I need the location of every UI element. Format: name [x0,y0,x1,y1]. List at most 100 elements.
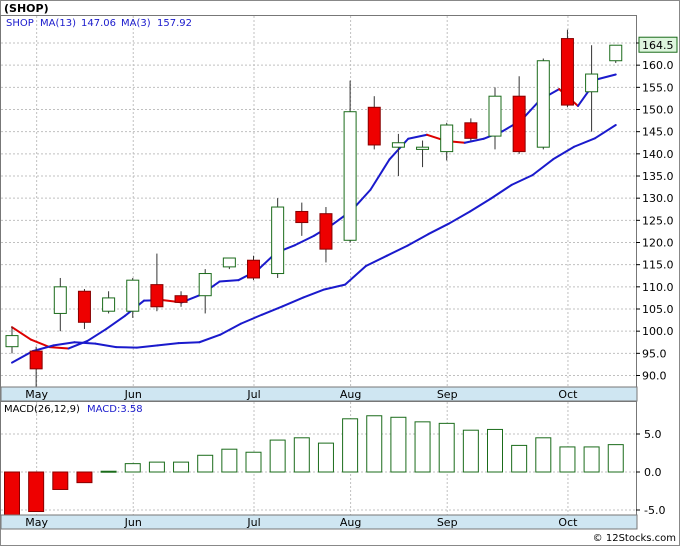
candle-up [536,58,550,150]
macd-bar-positive [559,446,576,473]
candle-up [126,277,140,318]
legend-ma-short-label: MA(3) [121,18,151,29]
macd-bar-positive [342,418,359,473]
ma-long-segment [219,322,243,336]
macd-legend-label: MACD(26,12,9) [4,404,80,415]
ma-long-segment [156,342,180,347]
ma-long-segment [323,283,347,291]
candle-body [367,106,381,146]
candle-down [464,118,478,141]
ma-long-segment [73,341,97,345]
price-tick-label: 90.0 [642,370,667,383]
candle-body [609,44,623,62]
macd-bar-positive [221,448,238,473]
candle-body [464,122,478,139]
candle-body [440,124,454,153]
symbol-box [1,1,51,15]
macd-bar-positive [245,451,262,473]
macd-bar-positive [366,415,383,473]
watermark: © 12Stocks.com [593,533,676,544]
month-label: Oct [558,388,578,401]
candle-body [198,273,212,297]
candle-body [391,142,405,148]
candle-body [150,284,164,308]
price-x-axis-labels: May Jun Jul Aug Sep Oct [25,388,578,401]
ma-long-segment [240,313,263,325]
macd-bar-positive [583,446,600,473]
macd-month-label: Oct [558,516,578,529]
macd-x-axis-band [0,514,638,530]
ma-long-segment [552,145,576,161]
month-label: Jul [246,388,260,401]
candle-up [440,122,454,161]
ma-short-segment [86,327,108,342]
last-price-box [638,36,678,53]
candle-down [367,96,381,150]
macd-bar-positive [535,437,552,473]
candle-up [585,45,599,132]
ma-short-segment [369,158,391,191]
ma-long-segment [469,197,492,213]
candle-up [5,326,19,354]
legend-ma-short-value: 157.92 [157,18,192,29]
macd-month-label: Jul [246,516,260,529]
macd-bar-negative [4,471,20,517]
candle-up [609,44,623,63]
ma-short-segment [463,137,485,144]
chart-header: (SHOP) SHOP MA(13) 147.06 MA(3) 157.92 [1,1,192,29]
legend-ma-long-value: 147.06 [81,18,116,29]
price-tick-label: 105.0 [642,303,674,316]
ma-long-segment [135,344,159,349]
candle-up [488,87,502,150]
ma-long-segment [531,158,555,177]
candle-up [271,198,285,278]
candle-body [174,295,188,303]
month-label: May [25,388,48,401]
macd-bar-positive [197,454,214,473]
candle-body [319,213,333,250]
ma-long-segment [177,341,201,345]
candle-down [560,29,574,108]
ma-long-segment [448,210,472,225]
price-tick-label: 155.0 [642,81,674,94]
price-tick-label: 130.0 [642,192,674,205]
candle-down [77,289,91,329]
macd-month-label: Jun [124,516,142,529]
candle-body [126,279,140,312]
month-label: Jun [124,388,142,401]
candle-body [5,335,19,348]
macd-bar-negative [52,471,69,490]
candle-body [295,210,309,224]
candle-down [295,202,309,236]
candle-up [343,80,357,243]
legend-ma-long-label: MA(13) [40,18,76,29]
ma-long-segment [385,244,409,257]
candle-down [29,346,43,387]
ma-long-segment [406,233,430,247]
macd-legend-value: MACD:3.58 [87,404,143,415]
candle-body [271,206,285,275]
macd-bar-positive [438,422,455,473]
macd-bar-positive [607,444,624,473]
candle-down [512,76,526,154]
ma-long-segment [302,288,326,299]
candle-down [150,253,164,312]
ma-long-segment [573,137,596,148]
price-tick-label: 145.0 [642,126,674,139]
macd-bar-positive [390,416,407,473]
macd-x-axis-labels: May Jun Jul Aug Sep Oct [25,516,578,529]
candle-up [53,277,67,332]
legend-ticker: SHOP [6,18,34,29]
ma-long-segment [344,264,367,286]
ma-short-segment [11,326,32,341]
price-tick-label: 125.0 [642,214,674,227]
ma-short-segment [218,279,240,283]
ma-long-segment [94,342,118,349]
candle-down [247,255,260,281]
candle-body [488,95,502,137]
candle-up [102,291,116,314]
ma-short-segment [294,234,315,247]
macd-bar-negative [76,471,93,484]
candle-up [222,257,236,270]
